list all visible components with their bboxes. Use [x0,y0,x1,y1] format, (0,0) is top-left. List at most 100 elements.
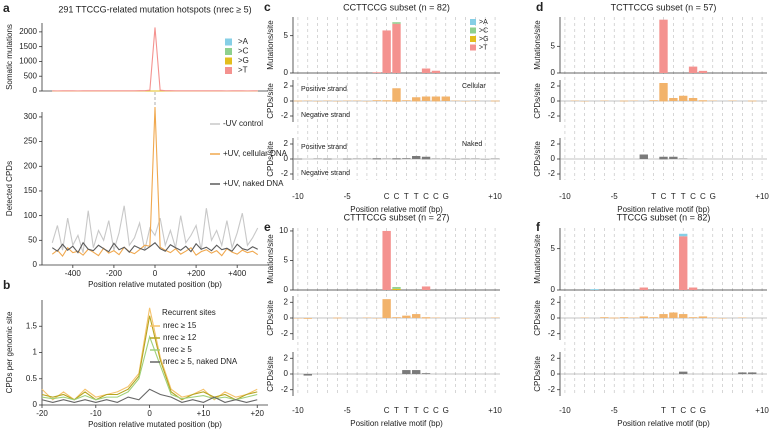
panel-label: c [264,0,271,14]
y-tick-label: 200 [24,161,38,170]
bar [669,312,678,318]
y-tick-label: 1.5 [26,321,38,330]
x-tick-label: 0 [147,409,152,418]
strand-label: Negative strand [301,112,350,119]
motif-letter: C [423,192,429,201]
legend-label: -UV control [223,119,263,128]
bar [679,233,688,237]
x-tick-label: +10 [755,192,769,201]
x-tick-label: -10 [90,409,102,418]
bar [382,100,391,101]
bar [392,288,401,290]
y-tick-label: 5 [284,31,289,40]
y-axis-label: CPDs/site [266,83,275,119]
motif-letter: G [700,406,706,415]
series-line [52,27,258,92]
series-line [41,388,258,403]
legend-swatch [470,27,476,34]
panel-label: b [3,278,10,292]
y-tick-label: 0 [551,96,556,105]
panel-label: f [536,220,541,234]
motif-letter: C [394,192,400,201]
x-tick-label: -200 [106,269,123,278]
bar [412,370,421,374]
chart-title: 291 TTCCG-related mutation hotspots (nre… [58,4,251,14]
bar [402,158,411,159]
bar [679,236,688,290]
legend-label: >A [238,37,249,46]
motif-letter: T [404,406,409,415]
legend-label: >C [238,47,249,56]
y-tick-label: 0 [284,96,289,105]
motif-letter: T [404,192,409,201]
legend-label: >T [479,44,488,51]
bar [412,156,421,159]
y-tick-label: 0 [284,285,289,294]
y-tick-label: 0 [284,154,289,163]
bar [639,154,648,159]
x-tick-label: +10 [488,192,502,201]
y-tick-label: 0 [551,285,556,294]
y-axis-label: CPDs/site [533,141,542,177]
y-tick-label: 0 [284,68,289,77]
legend-swatch [225,38,232,46]
x-tick-label: -10 [559,406,571,415]
y-axis-label: Mutations/site [533,20,542,70]
bar [659,156,668,159]
y-axis-label: CPDs/site [266,300,275,336]
bar [688,66,698,73]
y-tick-label: 10 [279,226,288,235]
y-tick-label: 500 [24,71,38,80]
x-tick-label: -10 [292,192,304,201]
y-tick-label: 0 [551,68,556,77]
x-axis-label: Position relative mutated position (bp) [88,280,222,289]
legend-swatch [470,44,476,51]
legend-swatch [470,36,476,42]
motif-letter: T [671,192,676,201]
chart-title: TCTTCCG subset (n = 57) [611,2,717,12]
x-axis-label: Position relative motif (bp) [350,205,443,214]
motif-letter: C [680,406,686,415]
bar [392,101,401,102]
y-tick-label: -2 [281,385,289,394]
series-line [51,107,259,258]
x-tick-label: -5 [344,406,352,415]
bar [392,23,401,73]
y-tick-label: 0 [284,369,289,378]
y-axis-label: Mutations/site [266,20,275,70]
legend-label: >G [238,56,249,65]
annotation: Naked [462,141,482,148]
x-tick-label: -20 [36,409,48,418]
y-tick-label: 2 [551,353,556,362]
panel-label: a [3,1,10,15]
x-tick-label: +400 [228,269,247,278]
x-tick-label: 0 [153,269,158,278]
y-tick-label: 2 [551,139,556,148]
legend-label: +UV, naked DNA [223,179,284,188]
bar [659,314,668,318]
y-tick-label: 300 [24,112,38,121]
series-line [51,205,259,253]
bar [402,100,411,101]
legend-label: nrec ≥ 12 [163,333,197,342]
x-tick-label: +20 [250,409,264,418]
motif-letter: C [433,406,439,415]
y-axis-label: CPDs/site [533,356,542,392]
motif-letter: G [443,406,449,415]
bar [698,70,708,73]
bar [412,97,421,101]
bar [421,286,431,290]
bar [431,70,441,73]
legend-label: >A [479,19,488,26]
bar [421,317,431,318]
bar [639,316,648,318]
x-axis-label: Position relative motif (bp) [617,419,710,428]
legend-label: nrec ≥ 5 [163,345,192,354]
x-tick-label: -400 [65,269,82,278]
y-tick-label: -2 [281,111,289,120]
y-tick-label: 2 [551,81,556,90]
bar [303,374,312,376]
x-tick-label: -10 [559,192,571,201]
bar [738,372,747,374]
